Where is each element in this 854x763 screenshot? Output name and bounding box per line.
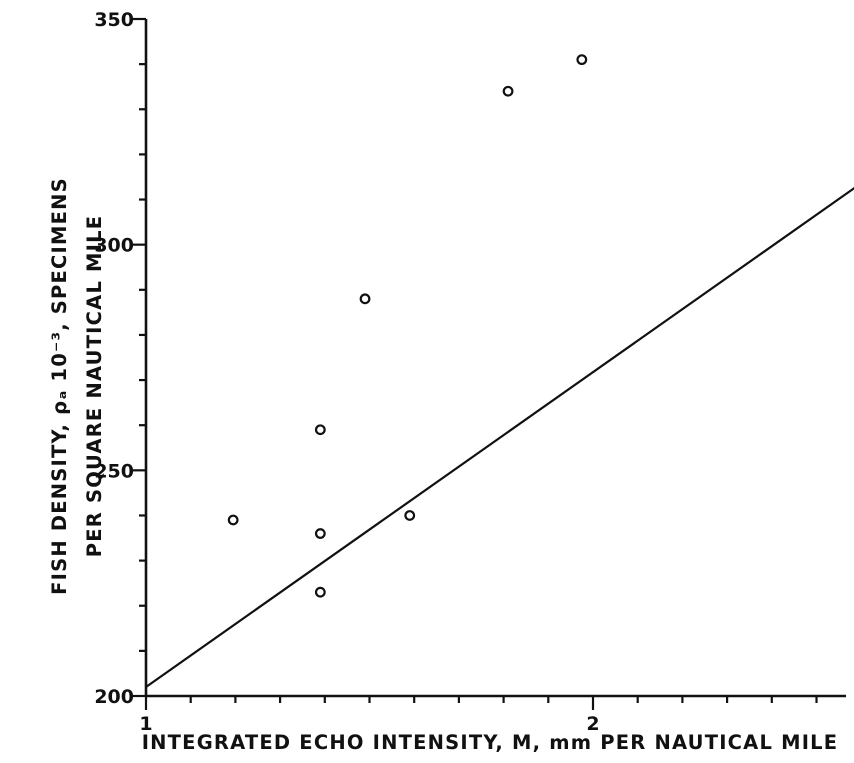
y-axis-label-line-1: FISH DENSITY, ρₐ 10⁻³, SPECIMENS bbox=[48, 177, 71, 595]
data-point bbox=[359, 293, 371, 305]
data-point bbox=[314, 586, 326, 598]
y-tick-label: 250 bbox=[94, 460, 134, 482]
data-point bbox=[576, 54, 588, 66]
data-point bbox=[314, 424, 326, 436]
axes bbox=[144, 19, 846, 698]
points bbox=[227, 54, 588, 598]
data-point bbox=[314, 528, 326, 539]
regression-line bbox=[145, 186, 854, 688]
y-axis-label-line-2: PER SQUARE NAUTICAL MILE bbox=[83, 215, 106, 558]
y-tick-label: 200 bbox=[94, 686, 134, 708]
x-tick-label: 2 bbox=[586, 713, 599, 735]
ticks: 1 2 200 250 300 350 bbox=[94, 9, 818, 735]
x-tick-label: 1 bbox=[139, 713, 152, 735]
x-axis-label: INTEGRATED ECHO INTENSITY, M, mm PER NAU… bbox=[142, 731, 839, 754]
fit-line-group bbox=[145, 186, 854, 688]
y-tick-label: 350 bbox=[94, 9, 134, 31]
y-tick-label: 300 bbox=[94, 235, 134, 257]
data-point bbox=[404, 510, 416, 521]
data-point bbox=[227, 514, 239, 526]
data-point bbox=[502, 85, 514, 97]
